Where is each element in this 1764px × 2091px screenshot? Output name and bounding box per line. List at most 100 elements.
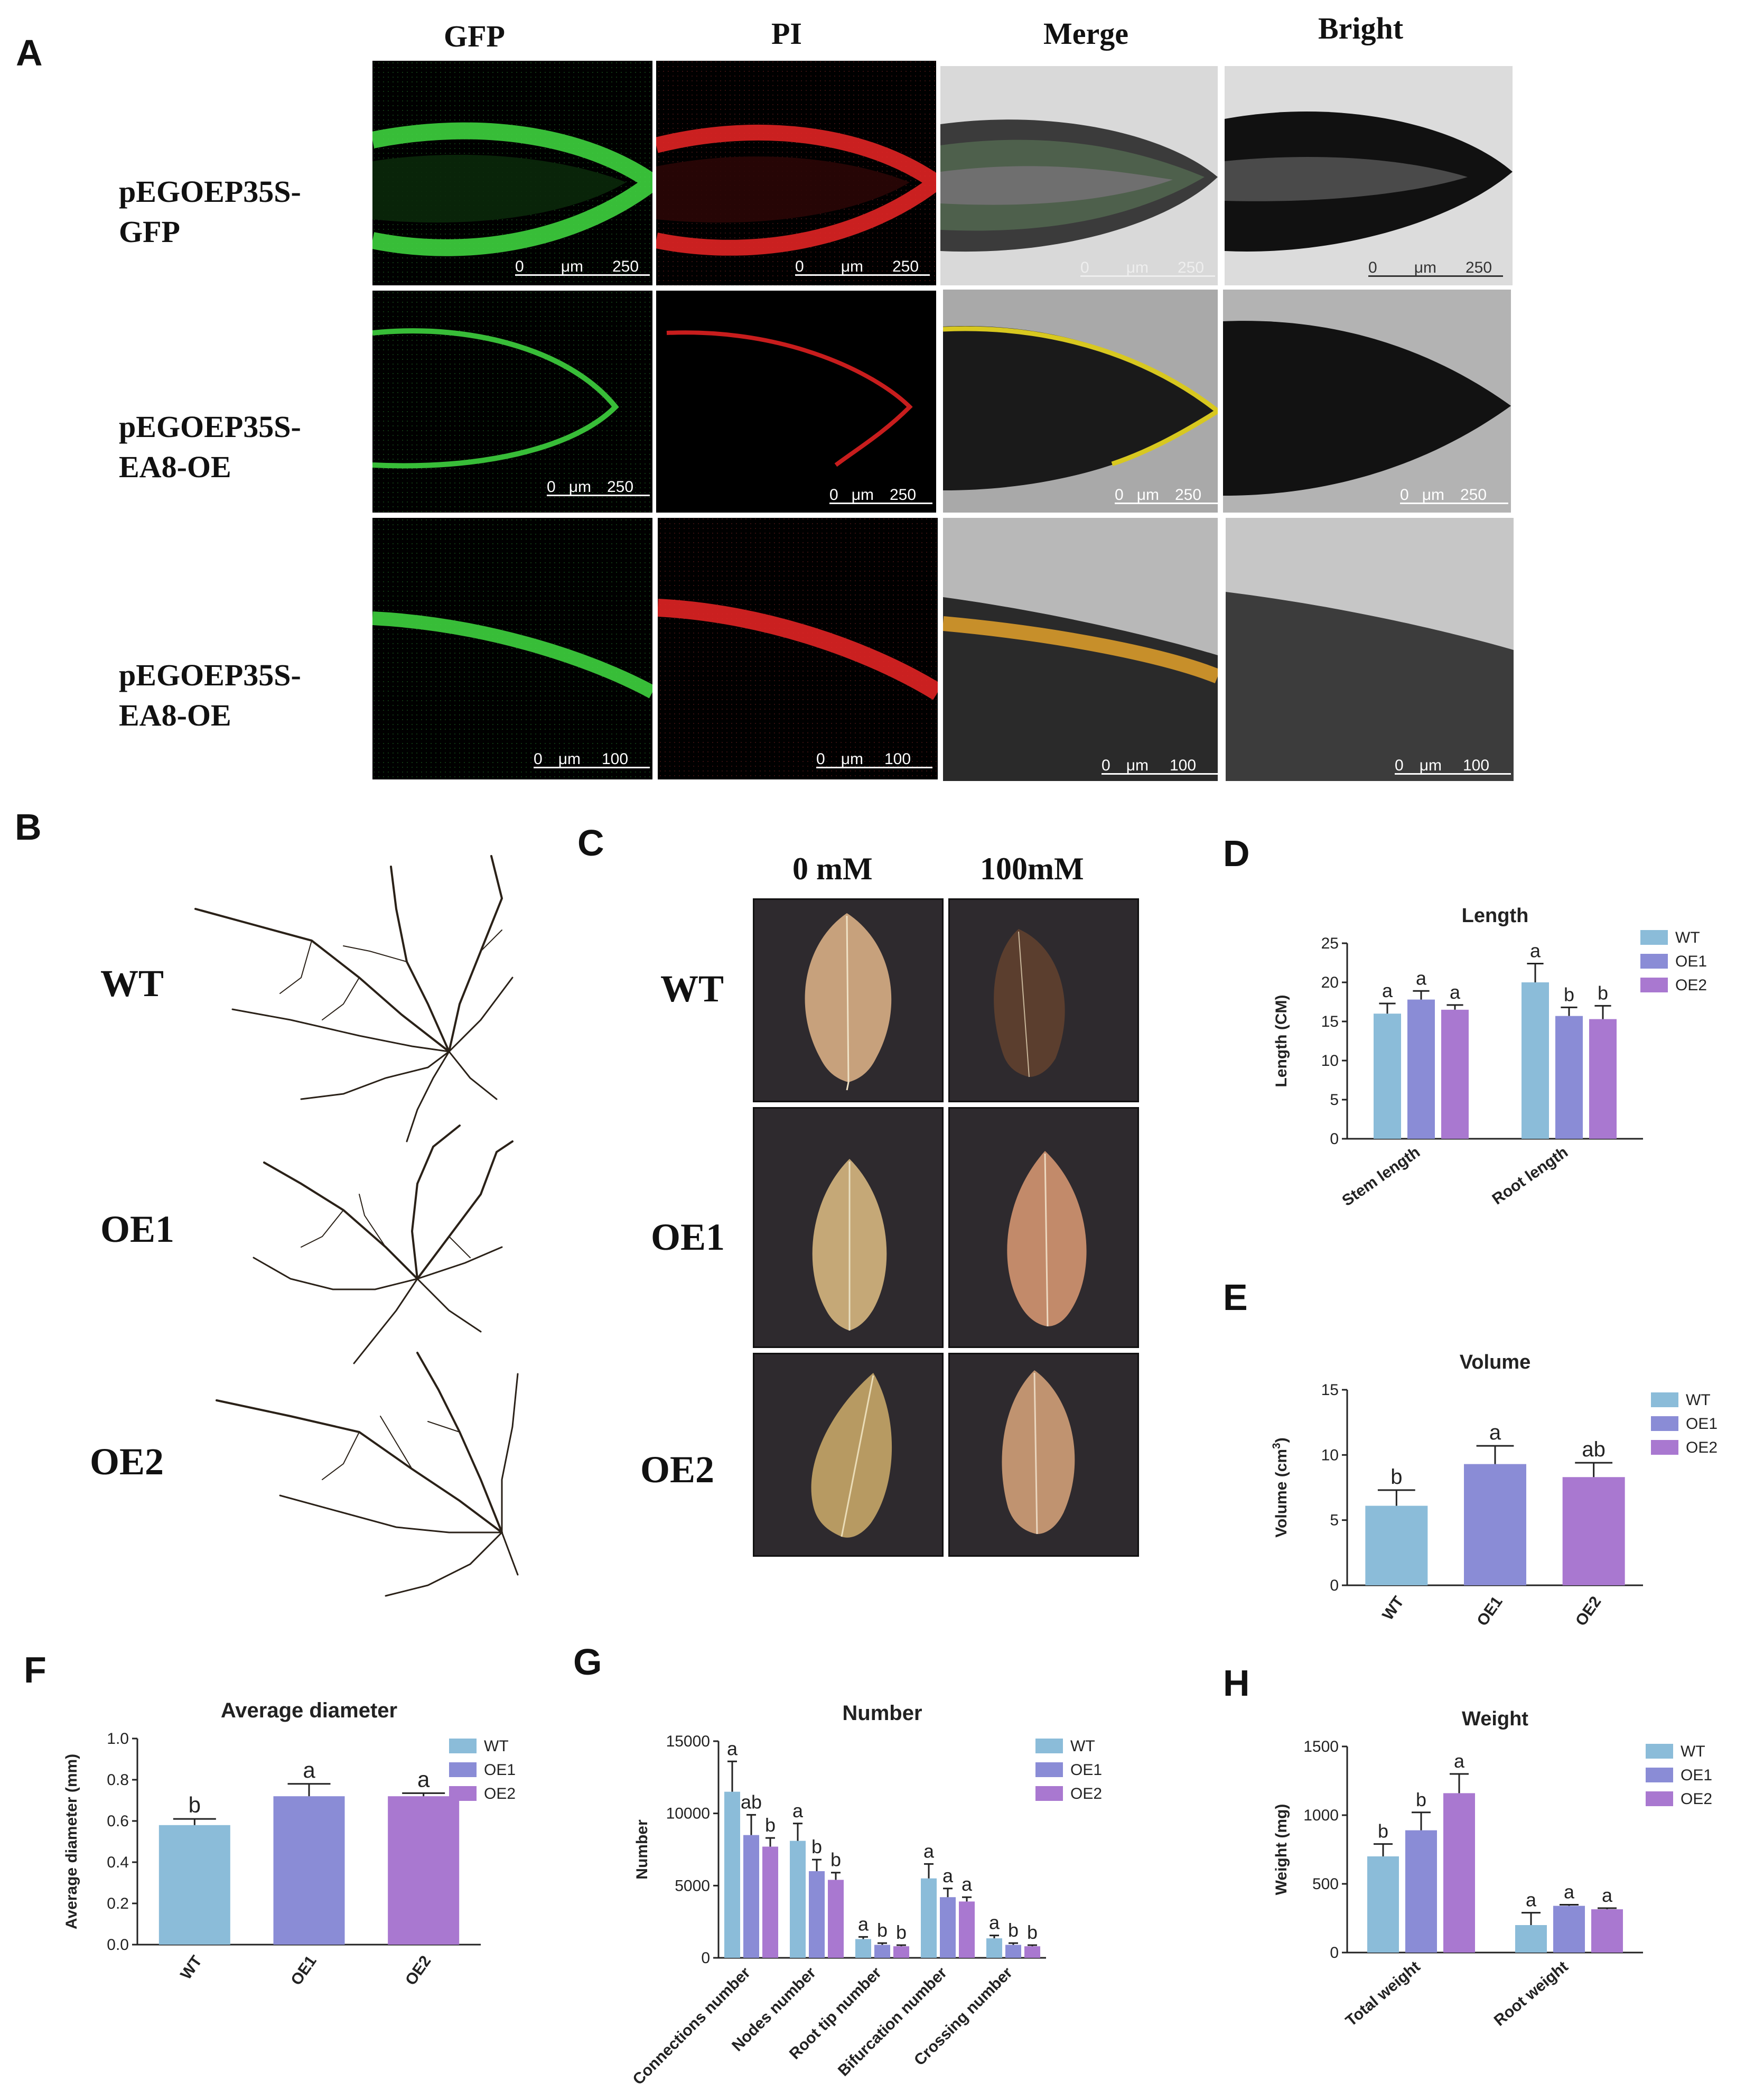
data-bar [158,1825,230,1945]
significance-letter: a [1489,1421,1501,1444]
significance-letter: a [989,1912,1000,1934]
micro-pi-row2 [656,291,936,513]
leaf-wt-0mm [753,898,944,1102]
row-label-line1: pEGOEP35S- [119,658,301,692]
data-bar [762,1846,778,1958]
legend-label-oe2: OE2 [1681,1790,1712,1808]
legend-label-oe2: OE2 [1070,1785,1102,1802]
legend-label-wt: WT [484,1737,509,1755]
legend-label-wt: WT [1686,1391,1711,1409]
y-axis-label: Length (CM) [1273,995,1290,1088]
micro-gfp-row2 [372,291,652,513]
data-bar [1591,1909,1623,1953]
legend-swatch-oe1 [1640,954,1668,969]
data-bar [921,1878,937,1958]
significance-letter: a [1530,940,1541,961]
scale-line [534,767,650,768]
scale-bar-pi-row2: 0 μm 250 [829,486,932,507]
significance-letter: b [896,1921,907,1943]
significance-letter: b [1378,1820,1388,1842]
legend-swatch-oe1 [1035,1762,1063,1777]
scale-line [1368,275,1503,277]
data-bar [1367,1856,1399,1953]
legend-swatch-wt [449,1739,477,1753]
x-category-label: WT [1379,1593,1407,1623]
significance-letter: b [877,1919,888,1941]
y-tick-label: 0.6 [107,1813,129,1830]
significance-letter: a [1602,1884,1613,1906]
legend-swatch-wt [1035,1739,1063,1753]
chart-length: Length 0 5 10 15 20 25 Length (CM) a a a Stem lengt… [1257,898,1764,1268]
chart-title: Average diameter [221,1699,397,1722]
legend-swatch-oe2 [1640,978,1668,992]
data-bar [1441,1009,1469,1139]
number-bar-chart: Number050001000015000NumberaabbConnectio… [629,1702,1102,2088]
significance-letter: a [962,1873,973,1895]
row-label-ea8-oe-2: pEGOEP35S- EA8-OE [119,655,301,736]
leaf-column-0mm: 0 mM [792,851,873,886]
leaf-row-oe2: OE2 [640,1448,715,1491]
y-axis-label: Number [633,1819,651,1880]
significance-letter: b [830,1849,841,1871]
significance-letter: b [1416,1789,1426,1810]
legend-label-oe1: OE1 [1681,1767,1712,1784]
data-bar [1365,1505,1428,1585]
data-bar [1443,1793,1475,1953]
legend-swatch-oe1 [1646,1768,1673,1782]
data-bar [1407,999,1435,1139]
legend-label-wt: WT [1675,929,1700,946]
scale-bar-pi-row1: 0 μm 250 [795,258,930,279]
legend-label-oe2: OE2 [1675,977,1707,994]
data-bar [1464,1464,1526,1585]
x-category-label: Bifurcation number [835,1964,950,2079]
chart-title: Number [842,1702,922,1725]
y-tick-label: 15 [1321,1381,1339,1399]
data-bar [855,1939,871,1958]
panel-letter-a: A [16,32,43,73]
root-label-oe1: OE1 [100,1208,175,1250]
y-tick-label: 5000 [675,1877,710,1894]
significance-letter: ab [741,1791,762,1813]
x-category-label: Root weight [1491,1958,1572,2030]
y-tick-label: 10 [1321,1446,1339,1464]
significance-letter: a [1382,980,1393,1001]
wt-root-system [194,855,514,1142]
y-tick-label: 15 [1321,1013,1339,1030]
chart-weight: Weight 0 500 1000 1500 Weight (mg) b b a Total we… [1247,1686,1762,2087]
legend-label-oe2: OE2 [1686,1439,1718,1456]
panel-letter-b: B [15,806,42,848]
x-category-label: OE1 [287,1953,320,1988]
length-bar-chart: Length 0 5 10 15 20 25 Length (CM) a a a Stem lengt… [1273,905,1707,1210]
data-bar [809,1871,825,1958]
x-category-label: WT [177,1953,206,1983]
y-tick-label: 0.0 [107,1936,129,1954]
leaf-column-100mm: 100mM [980,851,1084,886]
panel-letter-f: F [24,1649,46,1690]
row-label-line1: pEGOEP35S- [119,410,301,444]
root-label-oe2: OE2 [90,1441,164,1483]
scale-line [1395,773,1511,775]
average-diameter-bar-chart: Average diameter 0.0 0.2 0.4 0.6 0.8 1.0 Averag… [63,1699,516,1988]
leaf-wt-100mm [948,898,1139,1102]
scale-bar-merge-row1: 0 μm 250 [1080,259,1215,280]
leaf-row-oe1: OE1 [651,1216,725,1258]
root-systems-image [185,845,523,1601]
x-category-label: Total weight [1342,1958,1424,2030]
significance-letter: a [417,1767,430,1791]
legend-swatch-wt [1651,1392,1678,1407]
x-category-label: Connections number [629,1964,754,2088]
y-tick-label: 5 [1330,1512,1339,1529]
volume-bar-chart: Volume 0 5 10 15 Volume (cm3) b WT a OE1 ab OE2 WT OE… [1271,1351,1718,1629]
y-axis-label: Volume (cm3) [1271,1437,1290,1538]
y-tick-label: 0 [701,1949,710,1967]
x-category-label: OE2 [402,1953,434,1988]
data-bar [959,1901,975,1958]
data-bar [986,1938,1002,1958]
row-label-line2: GFP [119,215,180,249]
leaf-oe1-100mm [948,1107,1139,1348]
legend-swatch-oe2 [449,1786,477,1801]
y-tick-label: 15000 [666,1733,710,1750]
legend-swatch-oe1 [1651,1416,1678,1431]
scale-bar-pi-row3: 0 μm 100 [816,750,932,772]
panel-letter-c: C [577,822,604,863]
